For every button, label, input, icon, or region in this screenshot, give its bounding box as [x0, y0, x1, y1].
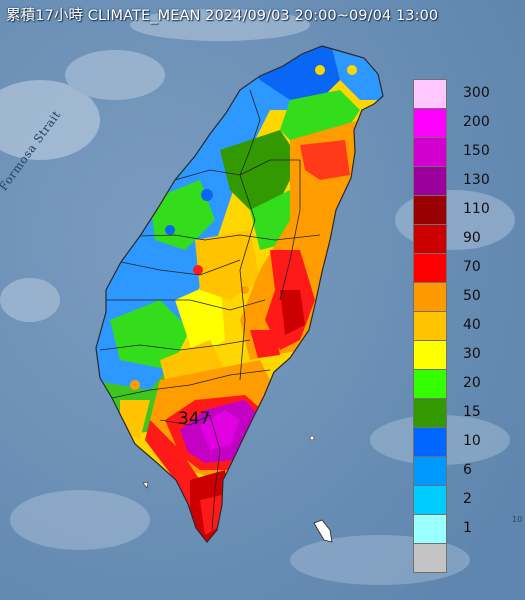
legend-swatch — [413, 369, 447, 399]
legend-label: 90 — [463, 230, 481, 246]
legend-label: 20 — [463, 375, 481, 391]
legend-swatch — [413, 166, 447, 196]
legend-label: 70 — [463, 259, 481, 275]
legend-label: 110 — [463, 201, 490, 217]
corner-text: 10 — [512, 515, 523, 524]
legend-label: 1 — [463, 520, 472, 536]
legend-swatch — [413, 311, 447, 341]
legend-label: 200 — [463, 114, 490, 130]
legend-label: 150 — [463, 143, 490, 159]
legend-swatch — [413, 108, 447, 138]
legend-swatch — [413, 137, 447, 167]
legend-label: 30 — [463, 346, 481, 362]
taiwan-coastline — [95, 45, 384, 543]
legend-label: 6 — [463, 462, 472, 478]
map-title: 累積17小時 CLIMATE_MEAN 2024/09/03 20:00~09/… — [6, 8, 439, 24]
legend-label: 130 — [463, 172, 490, 188]
legend-swatch — [413, 195, 447, 225]
legend-label: 2 — [463, 491, 472, 507]
legend-label: 10 — [463, 433, 481, 449]
legend-label: 40 — [463, 317, 481, 333]
legend-swatch — [413, 398, 447, 428]
liuqiu-island — [142, 481, 149, 489]
legend-swatch — [413, 79, 447, 109]
legend-swatch — [413, 224, 447, 254]
legend-swatch — [413, 514, 447, 544]
legend-swatch — [413, 282, 447, 312]
green-island — [309, 435, 315, 441]
lanyu-island — [313, 519, 333, 543]
legend-swatch — [413, 485, 447, 515]
legend-swatch — [413, 427, 447, 457]
legend-swatch — [413, 253, 447, 283]
legend-swatch — [413, 340, 447, 370]
legend-swatch — [413, 543, 447, 573]
legend-label: 50 — [463, 288, 481, 304]
legend-swatch — [413, 456, 447, 486]
max-rainfall-label: 347 — [178, 409, 211, 429]
county-boundaries — [99, 89, 321, 531]
legend-label: 300 — [463, 85, 490, 101]
legend-label: 15 — [463, 404, 481, 420]
